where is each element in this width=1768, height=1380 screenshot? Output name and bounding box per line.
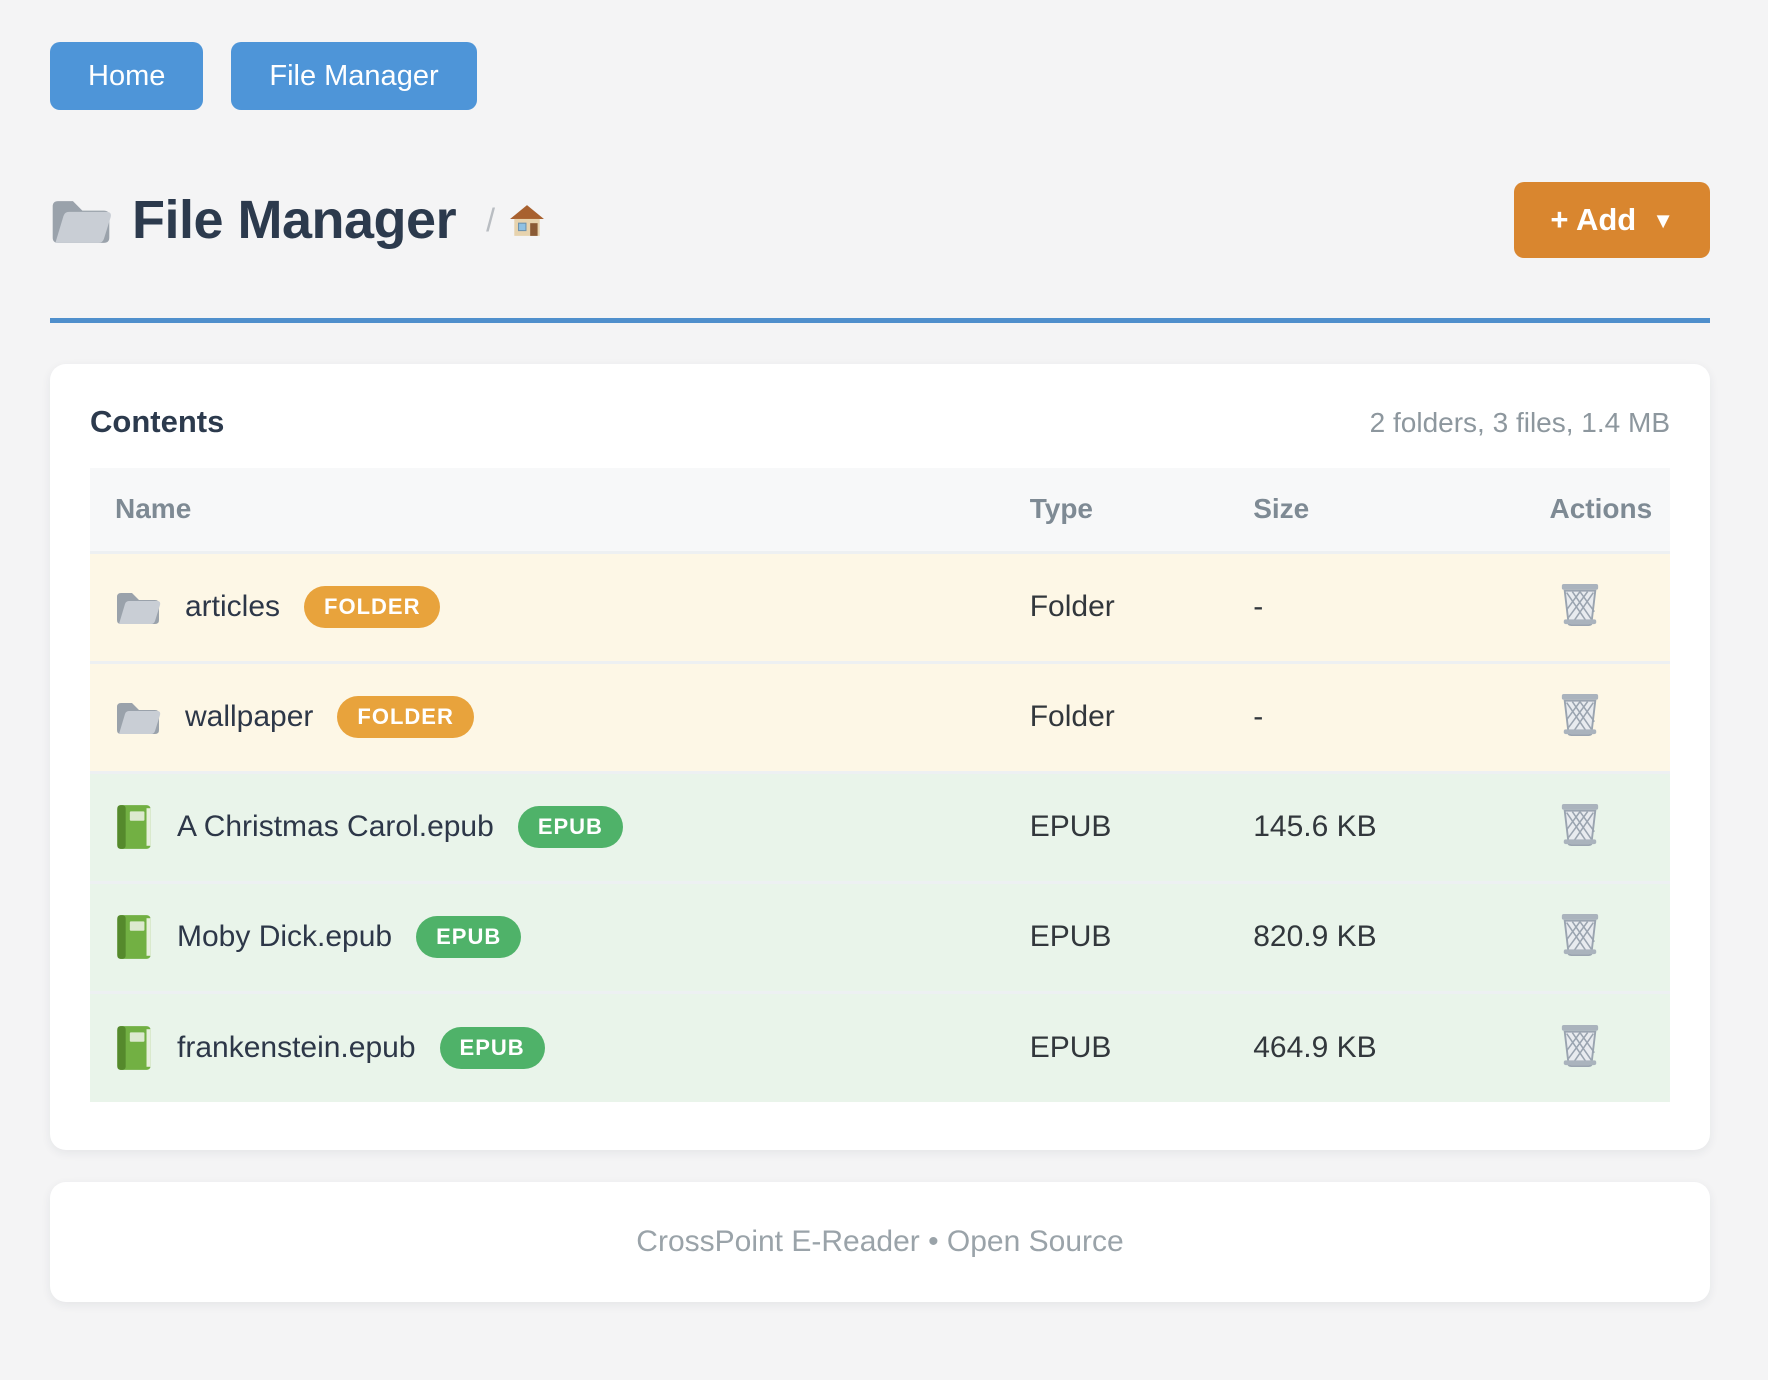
delete-button[interactable] — [1555, 799, 1605, 851]
contents-title: Contents — [90, 404, 225, 439]
trash-icon — [1559, 913, 1601, 957]
delete-button[interactable] — [1555, 689, 1605, 741]
file-size: 464.9 KB — [1228, 992, 1525, 1102]
contents-card-header: Contents 2 folders, 3 files, 1.4 MB — [90, 404, 1670, 440]
file-type: EPUB — [1004, 772, 1229, 882]
table-row[interactable]: articles FOLDER Folder - — [90, 552, 1670, 662]
delete-button[interactable] — [1555, 579, 1605, 631]
table-row[interactable]: wallpaper FOLDER Folder - — [90, 662, 1670, 772]
delete-button[interactable] — [1555, 909, 1605, 961]
trash-icon — [1559, 583, 1601, 627]
page-title-text: File Manager — [132, 190, 457, 250]
file-name[interactable]: A Christmas Carol.epub — [177, 810, 494, 843]
book-icon — [115, 1024, 153, 1072]
file-manager-button[interactable]: File Manager — [231, 42, 477, 110]
file-name[interactable]: wallpaper — [185, 700, 314, 733]
file-size: 145.6 KB — [1228, 772, 1525, 882]
house-icon[interactable] — [509, 203, 545, 237]
folder-icon — [115, 698, 161, 736]
file-name[interactable]: frankenstein.epub — [177, 1030, 416, 1064]
footer: CrossPoint E-Reader • Open Source — [50, 1182, 1710, 1302]
home-button[interactable]: Home — [50, 42, 204, 110]
trash-icon — [1559, 693, 1601, 737]
file-table: Name Type Size Actions articles FOLDER — [90, 468, 1670, 1102]
file-name[interactable]: Moby Dick.epub — [177, 920, 393, 953]
page: Home File Manager File Manager / + Add ▼ — [50, 42, 1710, 1302]
breadcrumb: / — [486, 202, 545, 239]
contents-summary: 2 folders, 3 files, 1.4 MB — [1369, 407, 1670, 438]
delete-button[interactable] — [1555, 1020, 1605, 1072]
add-button[interactable]: + Add ▼ — [1514, 182, 1710, 258]
contents-card: Contents 2 folders, 3 files, 1.4 MB Name… — [50, 364, 1710, 1150]
title-divider — [50, 318, 1710, 323]
type-badge: FOLDER — [337, 696, 474, 738]
file-name[interactable]: articles — [185, 590, 281, 623]
folder-icon — [115, 588, 161, 626]
folder-icon — [50, 194, 112, 246]
file-type: Folder — [1004, 662, 1229, 772]
table-row[interactable]: A Christmas Carol.epub EPUB EPUB 145.6 K… — [90, 772, 1670, 882]
type-badge: EPUB — [517, 806, 623, 848]
page-title: File Manager — [50, 189, 457, 251]
title-group: File Manager / — [50, 189, 545, 251]
footer-text: CrossPoint E-Reader • Open Source — [636, 1225, 1124, 1258]
book-icon — [115, 803, 153, 851]
page-header: File Manager / + Add ▼ — [50, 182, 1710, 258]
column-header-name: Name — [90, 468, 1005, 552]
file-type: EPUB — [1004, 882, 1229, 992]
file-size: 820.9 KB — [1228, 882, 1525, 992]
top-nav: Home File Manager — [50, 42, 1710, 110]
type-badge: EPUB — [439, 1026, 545, 1069]
type-badge: EPUB — [416, 916, 522, 958]
breadcrumb-separator: / — [486, 201, 495, 238]
book-icon — [115, 913, 153, 961]
column-header-type: Type — [1004, 468, 1229, 552]
table-row[interactable]: frankenstein.epub EPUB EPUB 464.9 KB — [90, 992, 1670, 1102]
file-type: Folder — [1004, 552, 1229, 662]
table-row[interactable]: Moby Dick.epub EPUB EPUB 820.9 KB — [90, 882, 1670, 992]
table-header-row: Name Type Size Actions — [90, 468, 1670, 552]
file-size: - — [1228, 662, 1525, 772]
column-header-size: Size — [1228, 468, 1525, 552]
file-type: EPUB — [1004, 992, 1229, 1102]
add-button-label: + Add — [1550, 202, 1637, 237]
chevron-down-icon: ▼ — [1652, 208, 1674, 233]
column-header-actions: Actions — [1524, 468, 1670, 552]
type-badge: FOLDER — [304, 586, 441, 628]
trash-icon — [1559, 1023, 1601, 1068]
trash-icon — [1559, 803, 1601, 847]
file-size: - — [1228, 552, 1525, 662]
